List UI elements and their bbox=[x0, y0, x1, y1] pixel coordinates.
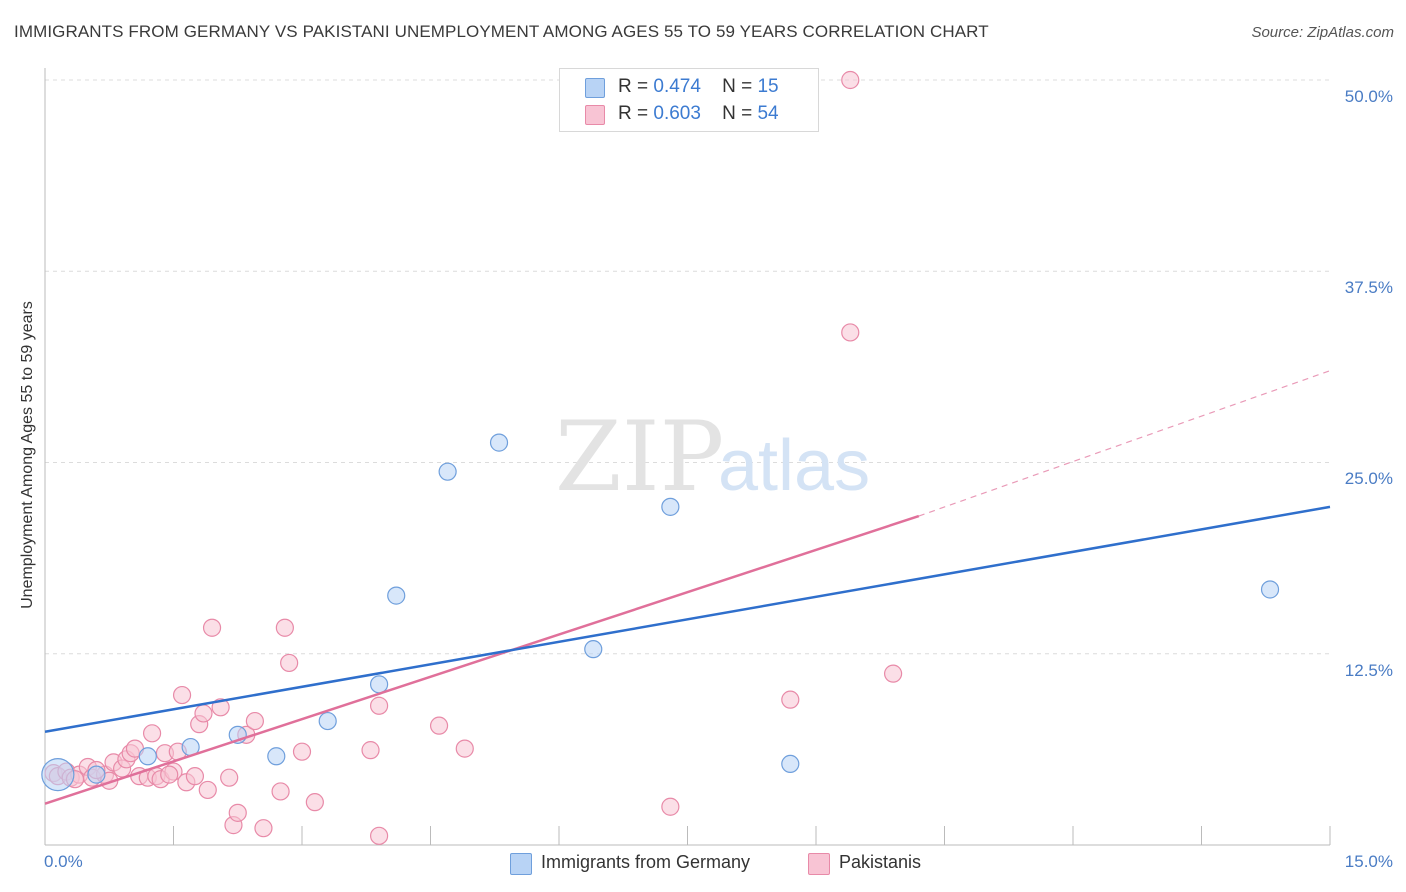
pakistanis-point bbox=[841, 70, 860, 90]
pakistanis-point bbox=[429, 716, 449, 735]
pakistanis-trend-extension bbox=[918, 370, 1331, 517]
pakistanis-point bbox=[271, 782, 290, 801]
source-credit: Source: ZipAtlas.com bbox=[1251, 24, 1394, 41]
pakistanis-point bbox=[220, 768, 239, 787]
n-value: 54 bbox=[757, 103, 779, 124]
watermark: ZIP atlas bbox=[555, 401, 870, 513]
pakistanis-point bbox=[194, 704, 213, 723]
trend-lines bbox=[44, 370, 1331, 805]
pakistan-swatch bbox=[585, 105, 605, 125]
pakistanis-point bbox=[202, 618, 222, 637]
pakistan-swatch bbox=[808, 853, 830, 875]
germany-point bbox=[489, 433, 509, 452]
pakistanis-point bbox=[661, 797, 680, 816]
pakistanis-point bbox=[883, 664, 903, 683]
pakistanis-point bbox=[172, 685, 192, 705]
legend-text-germany: R = 0.474 N = 15 bbox=[618, 76, 779, 98]
pakistanis-point bbox=[245, 711, 264, 731]
legend-label-pakistan: Pakistanis bbox=[839, 852, 922, 872]
pakistanis-point bbox=[455, 739, 474, 758]
pakistanis-point bbox=[142, 724, 162, 743]
germany-trend-line bbox=[44, 505, 1331, 734]
pakistanis-point bbox=[292, 742, 312, 761]
x-tick-label: 0.0% bbox=[44, 852, 83, 871]
pakistanis-point bbox=[185, 767, 205, 786]
germany-point bbox=[267, 747, 286, 766]
pakistanis-point bbox=[841, 323, 860, 342]
legend-label-germany: Immigrants from Germany bbox=[541, 852, 751, 872]
germany-point bbox=[1260, 580, 1280, 599]
y-axis-label: Unemployment Among Ages 55 to 59 years bbox=[19, 301, 36, 609]
chart-title: IMMIGRANTS FROM GERMANY VS PAKISTANI UNE… bbox=[14, 22, 989, 41]
germany-point bbox=[318, 711, 337, 731]
y-tick-label: 25.0% bbox=[1344, 469, 1393, 488]
r-label: R = bbox=[618, 103, 649, 124]
pakistanis-point bbox=[254, 819, 273, 838]
pakistanis-point bbox=[198, 780, 217, 800]
germany-swatch bbox=[510, 853, 532, 875]
germany-points bbox=[41, 433, 1280, 792]
pakistanis-point bbox=[280, 653, 299, 673]
pakistanis-trend-line bbox=[44, 514, 920, 805]
r-value: 0.474 bbox=[653, 76, 701, 97]
germany-point bbox=[138, 747, 157, 766]
pakistanis-point bbox=[305, 793, 324, 812]
germany-point bbox=[87, 765, 106, 784]
pakistanis-point bbox=[228, 803, 247, 822]
pakistanis-point bbox=[781, 690, 800, 709]
y-tick-label: 50.0% bbox=[1344, 87, 1393, 106]
pakistanis-point bbox=[361, 741, 380, 760]
germany-point bbox=[387, 586, 406, 605]
germany-point bbox=[370, 675, 389, 694]
series-legend: Immigrants from Germany Pakistanis bbox=[0, 852, 1406, 878]
n-value: 15 bbox=[757, 76, 779, 97]
y-tick-label: 37.5% bbox=[1344, 278, 1393, 297]
pakistanis-point bbox=[160, 765, 179, 784]
r-label: R = bbox=[618, 76, 649, 97]
germany-point bbox=[661, 497, 680, 516]
n-label: N = bbox=[722, 103, 753, 124]
germany-point bbox=[584, 640, 603, 659]
correlation-legend: R = 0.474 N = 15 R = 0.603 N = 54 bbox=[559, 68, 819, 132]
grid-lines bbox=[45, 79, 1330, 655]
watermark-zip: ZIP bbox=[555, 401, 724, 513]
r-value: 0.603 bbox=[653, 103, 701, 124]
germany-point bbox=[41, 758, 75, 792]
y-tick-label: 12.5% bbox=[1344, 661, 1393, 680]
pakistanis-point bbox=[275, 618, 294, 637]
pakistanis-point bbox=[370, 826, 389, 845]
axes bbox=[44, 68, 1331, 846]
legend-text-pakistan: R = 0.603 N = 54 bbox=[618, 103, 779, 125]
watermark-atlas: atlas bbox=[718, 426, 870, 506]
pakistanis-point bbox=[370, 696, 389, 715]
germany-swatch bbox=[585, 78, 605, 98]
germany-point bbox=[438, 462, 457, 481]
n-label: N = bbox=[722, 76, 753, 97]
germany-point bbox=[781, 754, 800, 774]
x-tick-label: 15.0% bbox=[1344, 852, 1393, 871]
